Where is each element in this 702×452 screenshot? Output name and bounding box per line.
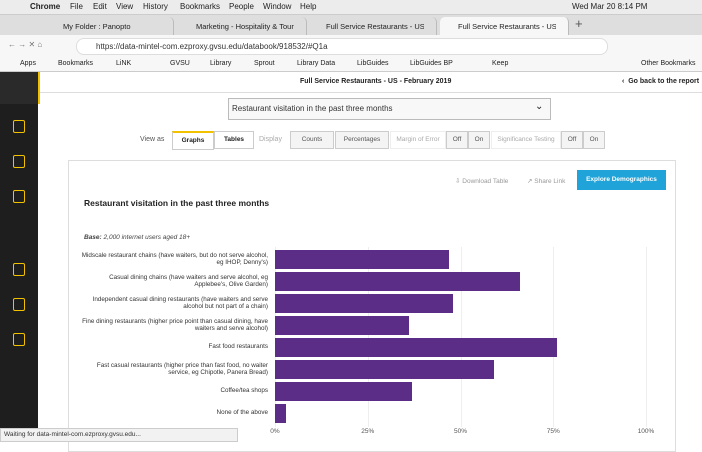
download-text[interactable]: Download Table — [462, 178, 509, 185]
bookmark[interactable]: Apps — [20, 60, 36, 67]
tab-title[interactable]: Full Service Restaurants - US - — [326, 22, 424, 31]
back-link[interactable]: ‹ Go back to the report — [622, 78, 700, 85]
category-label: Independent casual dining restaurants (h… — [92, 295, 268, 311]
base-note: Base: 2,000 internet users aged 18+ — [84, 234, 190, 241]
grid-line — [460, 247, 462, 427]
menu-item[interactable]: History — [143, 2, 168, 11]
category-label: Casual dining chains (have waiters and s… — [109, 273, 268, 289]
view-as: View as — [140, 136, 165, 143]
bookmark[interactable]: LiNK — [116, 60, 132, 67]
grid-line — [275, 247, 276, 427]
bookmark[interactable]: GVSU — [170, 60, 190, 67]
bar — [275, 404, 287, 423]
bookmark[interactable]: LibGuides — [357, 60, 389, 67]
base-text: 2,000 internet users aged 18+ — [103, 234, 191, 241]
sig-button[interactable]: Significance Testing — [491, 131, 561, 149]
category-label: Fast casual restaurants (higher price th… — [96, 361, 268, 377]
select-arrow: ⌄ — [535, 101, 544, 112]
back-text[interactable]: Go back to the report — [628, 78, 700, 85]
bookmark[interactable]: Bookmarks — [58, 60, 94, 67]
bar — [275, 272, 520, 291]
tables-button[interactable]: Tables — [214, 131, 254, 149]
sidebar-icon[interactable] — [13, 155, 25, 168]
tab-title[interactable]: Marketing - Hospitality & Touri — [196, 22, 294, 31]
base-label: Base: — [84, 234, 102, 241]
menu-item[interactable]: File — [70, 2, 83, 11]
tab-title[interactable]: Full Service Restaurants - US - — [458, 22, 556, 31]
percentages-button[interactable]: Percentages — [335, 131, 389, 149]
x-tick-label: 25% — [361, 428, 375, 435]
menu-item[interactable]: Help — [300, 2, 317, 11]
new-tab[interactable]: + — [575, 16, 583, 31]
bar — [275, 250, 450, 269]
bar — [275, 382, 413, 401]
grid-line — [367, 247, 369, 427]
bookmark[interactable]: Keep — [492, 60, 509, 67]
tab[interactable] — [178, 17, 307, 35]
sidebar-icon[interactable] — [13, 263, 25, 276]
x-tick-label: 100% — [637, 428, 655, 435]
report-title: Full Service Restaurants - US - February… — [300, 78, 452, 85]
category-label: Coffee/tea shops — [220, 387, 269, 395]
moe-on[interactable]: On — [468, 131, 490, 149]
menu-app[interactable]: Chrome — [30, 2, 61, 11]
app-header — [0, 72, 702, 93]
moe-button[interactable]: Margin of Error — [390, 131, 446, 149]
share-text[interactable]: Share Link — [534, 178, 566, 185]
bookmark[interactable]: Sprout — [254, 60, 275, 67]
tab[interactable] — [45, 17, 174, 35]
sig-on[interactable]: On — [583, 131, 605, 149]
tab-title[interactable]: My Folder : Panopto — [63, 22, 131, 31]
bar — [275, 338, 557, 357]
tab[interactable] — [440, 17, 569, 35]
menu-item[interactable]: View — [116, 2, 134, 11]
grid-line — [646, 247, 647, 427]
nav-buttons[interactable]: ← → ✕ ⌂ — [8, 40, 43, 49]
bookmark[interactable]: Library — [210, 60, 232, 67]
sidebar-icon[interactable] — [13, 333, 25, 346]
moe-off[interactable]: Off — [446, 131, 468, 149]
menu-item[interactable]: People — [229, 2, 254, 11]
clock: Wed Mar 20 8:14 PM — [572, 2, 648, 11]
explore-button[interactable]: Explore Demographics — [577, 170, 666, 190]
sig-off[interactable]: Off — [561, 131, 583, 149]
bookmark[interactable]: LibGuides BP — [410, 60, 453, 67]
category-label: None of the above — [216, 409, 268, 417]
question-select[interactable] — [228, 98, 551, 120]
download-table[interactable]: ⇩ Download Table — [455, 178, 509, 185]
bookmark[interactable]: Other Bookmarks — [641, 60, 696, 67]
menu-item[interactable]: Window — [263, 2, 292, 11]
chart-title: Restaurant visitation in the past three … — [84, 198, 270, 208]
bar — [275, 360, 494, 379]
category-label: Fine dining restaurants (higher price po… — [82, 317, 268, 333]
grid-line — [553, 247, 555, 427]
bookmarks-bar — [0, 57, 702, 72]
display-label: Display — [259, 136, 282, 143]
url: https://data-mintel-com.ezproxy.gvsu.edu… — [96, 42, 328, 51]
sidebar — [0, 72, 38, 440]
tab[interactable] — [308, 17, 437, 35]
sidebar-active[interactable] — [0, 72, 40, 104]
category-label: Midscale restaurant chains (have waiters… — [81, 251, 268, 267]
counts-button[interactable]: Counts — [290, 131, 334, 149]
sidebar-icon[interactable] — [13, 120, 25, 133]
graphs-button[interactable]: Graphs — [172, 131, 214, 150]
bar — [275, 316, 409, 335]
address-bar[interactable] — [76, 38, 608, 55]
x-tick-label: 50% — [453, 428, 467, 435]
bar — [275, 294, 454, 313]
sidebar-icon[interactable] — [13, 190, 25, 203]
menu-item[interactable]: Edit — [93, 2, 107, 11]
bookmark[interactable]: Library Data — [297, 60, 336, 67]
category-label: Fast food restaurants — [208, 343, 268, 351]
question-select-text: Restaurant visitation in the past three … — [232, 104, 393, 113]
menu-bar — [0, 0, 702, 15]
share-link[interactable]: ↗ Share Link — [527, 178, 566, 185]
sidebar-icon[interactable] — [13, 298, 25, 311]
x-tick-label: 0% — [270, 428, 280, 435]
menu-item[interactable]: Bookmarks — [180, 2, 221, 11]
x-tick-label: 75% — [546, 428, 560, 435]
